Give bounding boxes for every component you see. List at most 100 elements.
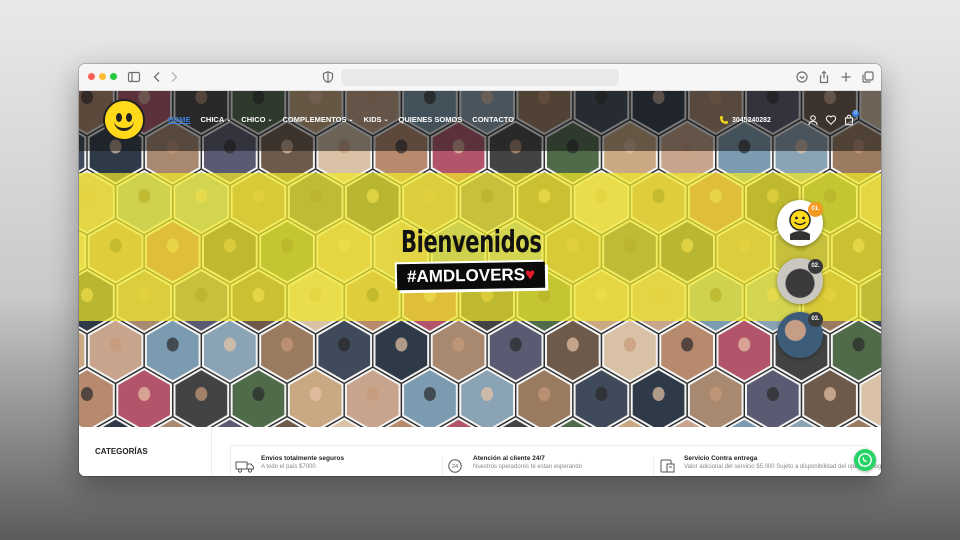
yellow-overlay-band bbox=[79, 173, 881, 321]
heart-icon: ♥ bbox=[524, 264, 536, 285]
feature-description: A todo el país $7000 bbox=[261, 464, 316, 470]
nav-item-chico[interactable]: CHICO ⌄ bbox=[241, 115, 272, 124]
wishlist-heart-icon[interactable] bbox=[825, 114, 837, 126]
nav-item-complementos[interactable]: COMPLEMENTOS ⌄ bbox=[282, 115, 353, 124]
hero-banner: Bienvenidos #AMDLOVERS♥ 01. 02. 03. HOME… bbox=[79, 91, 881, 427]
feature-title: Envios totalmente seguros bbox=[261, 455, 345, 462]
collage-photo-figure bbox=[281, 337, 294, 352]
phone-number: 3045240282 bbox=[732, 116, 771, 124]
feature-title: Atención al cliente 24/7 bbox=[473, 455, 545, 462]
content-area: CATEGORÍAS Envios totalmente seguros A t… bbox=[79, 427, 881, 476]
nav-item-label: HOME bbox=[168, 115, 191, 124]
cart-count-badge: 0 bbox=[852, 110, 859, 117]
feature-description: Valor adicional del servicio $5.000 Suje… bbox=[684, 464, 881, 470]
collage-photo-hexagon bbox=[98, 417, 133, 427]
feature-description: Nuestros operadores te estan esperando bbox=[473, 464, 583, 470]
shield-icon[interactable] bbox=[321, 70, 335, 84]
nav-item-kids[interactable]: KIDS ⌄ bbox=[364, 115, 389, 124]
share-icon[interactable] bbox=[817, 70, 831, 84]
tabs-icon[interactable] bbox=[861, 70, 875, 84]
collage-photo-figure bbox=[509, 337, 522, 352]
whatsapp-chat-button[interactable] bbox=[854, 449, 876, 471]
browser-toolbar bbox=[79, 64, 881, 91]
feature-cash-on-delivery: Servicio Contra entrega Valor adicional … bbox=[658, 455, 881, 476]
sidebar-icon[interactable] bbox=[127, 70, 141, 84]
slide-number-2[interactable]: 02. bbox=[808, 259, 823, 274]
new-tab-icon[interactable] bbox=[839, 70, 853, 84]
phone-icon bbox=[720, 116, 728, 124]
nav-item-chica[interactable]: CHICA ⌄ bbox=[201, 115, 232, 124]
collage-photo-figure bbox=[681, 337, 694, 352]
nav-item-home[interactable]: HOME bbox=[168, 115, 191, 124]
back-icon[interactable] bbox=[150, 70, 164, 84]
collage-photo-hexagon bbox=[670, 417, 704, 427]
collage-photo-hexagon bbox=[613, 417, 647, 427]
collage-photo-figure bbox=[138, 387, 151, 401]
chevron-down-icon: ⌄ bbox=[348, 117, 354, 123]
hero-welcome-text: Bienvenidos bbox=[401, 225, 542, 260]
collage-photo-figure bbox=[252, 387, 265, 401]
collage-photo-figure bbox=[738, 337, 751, 352]
collage-photo-hexagon bbox=[156, 417, 190, 427]
close-window-button[interactable] bbox=[88, 73, 95, 80]
website: Bienvenidos #AMDLOVERS♥ 01. 02. 03. HOME… bbox=[79, 91, 881, 476]
svg-text:24: 24 bbox=[452, 464, 458, 470]
collage-photo-figure bbox=[595, 387, 608, 401]
collage-photo-figure bbox=[452, 337, 465, 352]
cash-on-delivery-icon bbox=[658, 458, 678, 474]
collage-photo-hexagon bbox=[556, 417, 590, 427]
collage-photo-figure bbox=[338, 337, 351, 352]
nav-item-label: QUIENES SOMOS bbox=[398, 115, 463, 124]
forward-icon[interactable] bbox=[167, 70, 181, 84]
slide-number-3[interactable]: 03. bbox=[808, 312, 823, 327]
phone-contact[interactable]: 3045240282 bbox=[719, 115, 771, 125]
collage-photo-hexagon bbox=[213, 417, 247, 427]
chevron-down-icon: ⌄ bbox=[267, 117, 273, 123]
categories-sidebar: CATEGORÍAS bbox=[79, 427, 212, 476]
account-icon[interactable] bbox=[807, 114, 819, 126]
collage-photo-hexagon bbox=[784, 417, 819, 427]
collage-photo-figure bbox=[852, 337, 865, 352]
collage-photo-figure bbox=[366, 387, 379, 401]
logo-eye bbox=[126, 113, 132, 122]
collage-photo-figure bbox=[766, 387, 779, 401]
slide-number-1[interactable]: 01. bbox=[808, 202, 823, 217]
collage-photo-hexagon bbox=[327, 417, 361, 427]
collage-photo-hexagon bbox=[841, 417, 876, 427]
download-icon[interactable] bbox=[795, 70, 809, 84]
cart-icon[interactable] bbox=[843, 114, 855, 126]
features-bar: Envios totalmente seguros A todo el país… bbox=[230, 445, 881, 476]
collage-photo-hexagon bbox=[270, 417, 304, 427]
slide-thumbnail-1[interactable] bbox=[777, 200, 823, 246]
collage-photo-hexagon bbox=[498, 417, 533, 427]
nav-item-label: COMPLEMENTOS bbox=[282, 115, 347, 124]
collage-photo-hexagon bbox=[727, 417, 762, 427]
collage-photo-figure bbox=[824, 387, 836, 401]
collage-photo-figure bbox=[481, 387, 494, 401]
support-24-icon: 24 bbox=[447, 458, 467, 474]
collage-photo-figure bbox=[195, 387, 208, 401]
hero-hashtag: #AMDLOVERS♥ bbox=[396, 261, 546, 291]
collage-photo-figure bbox=[223, 337, 236, 352]
browser-window: Bienvenidos #AMDLOVERS♥ 01. 02. 03. HOME… bbox=[79, 64, 881, 476]
chevron-down-icon: ⌄ bbox=[226, 117, 232, 123]
minimize-window-button[interactable] bbox=[99, 73, 106, 80]
feature-divider bbox=[442, 456, 443, 476]
collage-photo-figure bbox=[309, 387, 322, 401]
zoom-window-button[interactable] bbox=[110, 73, 117, 80]
collage-photo-hexagon bbox=[859, 371, 881, 427]
feature-title: Servicio Contra entrega bbox=[684, 455, 758, 462]
whatsapp-icon bbox=[858, 453, 872, 467]
collage-photo-hexagon bbox=[441, 417, 476, 427]
nav-item-contacto[interactable]: CONTACTO bbox=[472, 115, 514, 124]
collage-photo-hexagon bbox=[384, 417, 419, 427]
nav-item-quienes-somos[interactable]: QUIENES SOMOS bbox=[399, 115, 463, 124]
address-bar[interactable] bbox=[341, 69, 619, 86]
collage-photo-figure bbox=[709, 387, 722, 401]
site-logo[interactable] bbox=[103, 99, 145, 141]
hashtag-text: #AMDLOVERS bbox=[406, 265, 526, 287]
nav-item-label: CHICO bbox=[241, 115, 266, 124]
collage-photo-figure bbox=[166, 337, 179, 352]
truck-icon bbox=[235, 458, 255, 474]
collage-photo-hexagon bbox=[79, 367, 115, 427]
